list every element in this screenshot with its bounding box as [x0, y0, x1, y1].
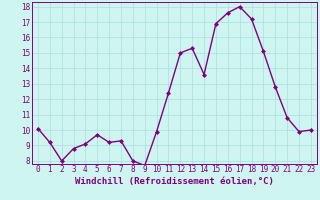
- X-axis label: Windchill (Refroidissement éolien,°C): Windchill (Refroidissement éolien,°C): [75, 177, 274, 186]
